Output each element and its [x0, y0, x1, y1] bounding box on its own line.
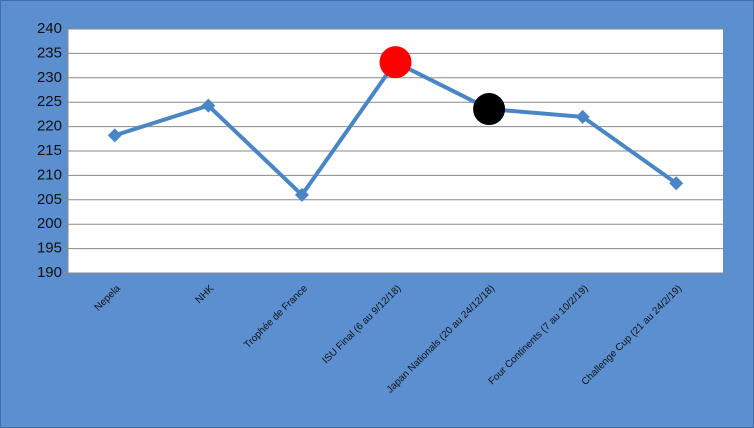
marker — [294, 187, 309, 202]
highlight-marker — [473, 93, 506, 126]
y-tick-label: 240 — [37, 20, 62, 37]
highlight-marker — [379, 46, 412, 79]
marker — [575, 109, 590, 124]
y-tick-label: 205 — [37, 191, 62, 208]
marker — [201, 98, 216, 113]
y-tick-label: 230 — [37, 69, 62, 86]
y-tick-label: 215 — [37, 142, 62, 159]
y-tick-label: 235 — [37, 44, 62, 61]
marker — [107, 128, 122, 143]
y-tick-label: 200 — [37, 215, 62, 232]
y-tick-label: 220 — [37, 118, 62, 135]
y-tick-label: 195 — [37, 240, 62, 257]
y-tick-label: 190 — [37, 264, 62, 281]
y-tick-label: 225 — [37, 93, 62, 110]
marker — [669, 176, 684, 191]
y-tick-label: 210 — [37, 166, 62, 183]
